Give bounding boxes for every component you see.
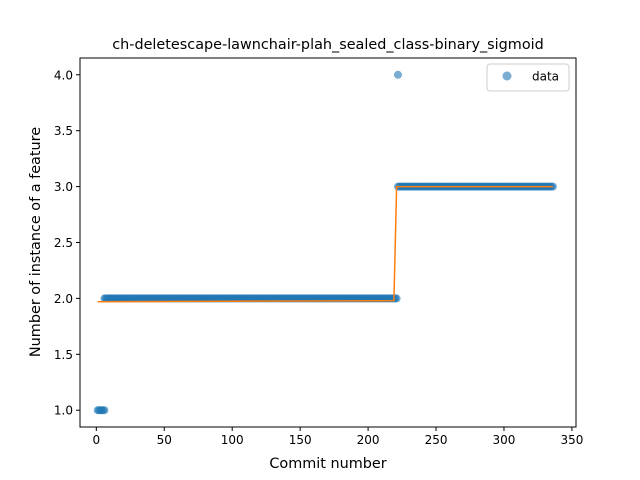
x-tick-label: 0 bbox=[92, 433, 100, 447]
y-tick-label: 2.5 bbox=[54, 236, 73, 250]
x-tick-label: 150 bbox=[289, 433, 312, 447]
legend-marker bbox=[502, 71, 512, 81]
ticks: 0 50 100 150 200 250 300 350 1.0 1.5 2.0 2.5 3.0 3.5 4… bbox=[54, 68, 583, 447]
y-tick-label: 1.5 bbox=[54, 348, 73, 362]
y-tick-label: 2.0 bbox=[54, 292, 73, 306]
legend-entry: data bbox=[532, 70, 559, 84]
data-point bbox=[393, 70, 402, 79]
y-tick-label: 3.5 bbox=[54, 124, 73, 138]
x-tick-label: 300 bbox=[493, 433, 516, 447]
y-axis-label: Number of instance of a feature bbox=[28, 127, 44, 357]
x-tick-label: 100 bbox=[221, 433, 244, 447]
legend: data bbox=[486, 63, 570, 92]
chart-title: ch-deletescape-lawnchair-plah_sealed_cla… bbox=[112, 37, 544, 53]
y-tick-label: 1.0 bbox=[54, 404, 73, 418]
x-tick-label: 250 bbox=[425, 433, 448, 447]
plot-area bbox=[93, 70, 557, 415]
y-tick-label: 3.0 bbox=[54, 180, 73, 194]
fit-line bbox=[97, 185, 553, 303]
x-tick-label: 350 bbox=[560, 433, 583, 447]
x-axis-label: Commit number bbox=[269, 456, 386, 472]
legend-box bbox=[486, 63, 570, 92]
y-tick-label: 4.0 bbox=[54, 68, 73, 82]
data-point bbox=[100, 406, 109, 415]
x-tick-label: 50 bbox=[157, 433, 172, 447]
x-tick-label: 200 bbox=[357, 433, 380, 447]
